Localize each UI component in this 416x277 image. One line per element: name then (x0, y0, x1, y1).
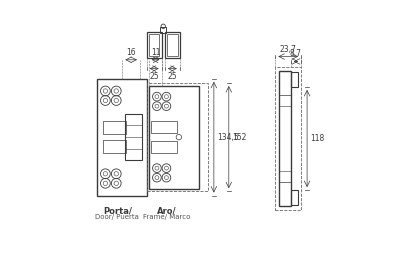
Text: 11: 11 (151, 48, 160, 57)
Text: Aro/: Aro/ (156, 206, 176, 215)
Bar (103, 140, 126, 153)
Bar (149, 86, 199, 189)
Bar (291, 72, 298, 87)
Text: 16: 16 (126, 48, 136, 57)
Bar (149, 34, 159, 56)
Text: 134,5: 134,5 (217, 133, 239, 142)
Bar (160, 27, 166, 33)
Bar (279, 71, 291, 206)
Text: Porta/: Porta/ (103, 206, 132, 215)
Bar (151, 121, 176, 133)
Bar (165, 32, 180, 58)
Text: 23,7: 23,7 (280, 45, 297, 53)
Text: 25: 25 (149, 72, 159, 81)
Text: 8,7: 8,7 (290, 49, 302, 58)
Text: Frame/ Marco: Frame/ Marco (143, 214, 190, 220)
Bar (147, 32, 161, 58)
Text: 25: 25 (168, 72, 177, 81)
Bar (103, 121, 126, 134)
Bar (275, 67, 301, 210)
Text: Door/ Puerta: Door/ Puerta (95, 214, 139, 220)
Bar (291, 190, 298, 205)
Text: 152: 152 (232, 133, 246, 142)
Bar (97, 79, 147, 196)
Bar (151, 141, 176, 153)
Text: 118: 118 (310, 134, 324, 143)
Bar (167, 34, 178, 56)
Bar (125, 114, 142, 160)
Bar (147, 83, 208, 191)
